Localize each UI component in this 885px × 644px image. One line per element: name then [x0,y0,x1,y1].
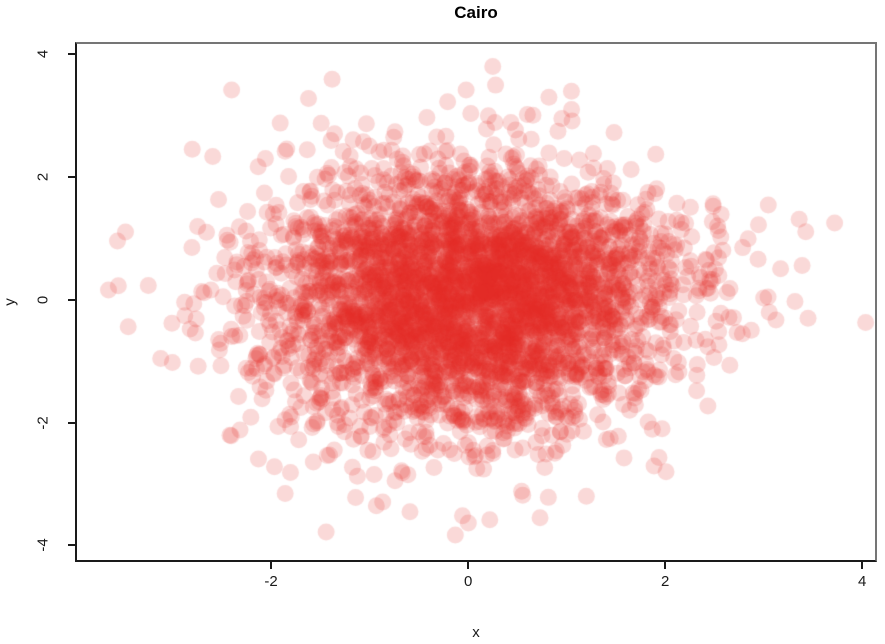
y-axis-label: y [1,298,19,306]
x-tick-label: 2 [660,573,670,590]
x-tick [270,562,273,569]
x-tick-label: 0 [463,573,473,590]
scatter-points [77,44,875,560]
x-axis-label: x [472,624,480,641]
y-tick-label: 0 [34,295,52,305]
x-tick-label: 4 [858,573,867,590]
x-tick [861,562,864,569]
plot-area [75,42,877,562]
y-tick [68,53,75,56]
y-tick [68,544,75,547]
y-tick [68,176,75,179]
x-tick-label: -2 [264,573,278,590]
x-tick [467,562,470,569]
y-tick [68,421,75,424]
y-tick-label: -2 [34,415,52,430]
y-tick [68,298,75,301]
y-tick-label: 2 [34,172,52,182]
chart-title: Cairo [454,3,498,22]
x-tick [664,562,667,569]
y-tick-label: 4 [34,50,52,59]
y-tick-label: -4 [34,538,52,553]
